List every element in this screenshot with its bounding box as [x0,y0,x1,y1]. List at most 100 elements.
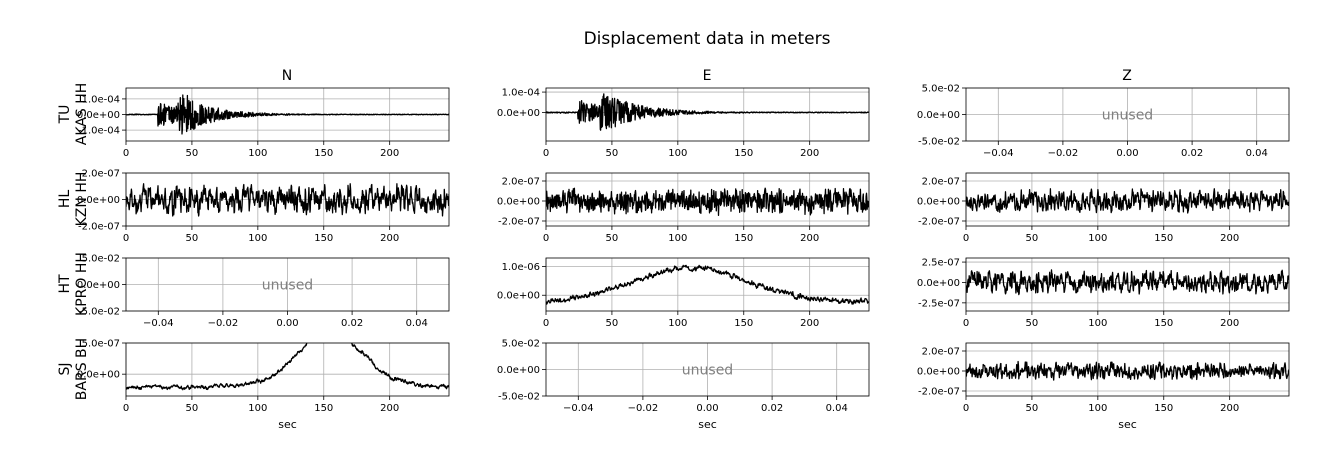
x-tick-label: 150 [734,233,753,244]
row-label-network: TU [57,105,73,125]
y-tick-label: -1.0e-04 [78,126,120,137]
x-tick-label: −0.02 [1048,148,1079,159]
x-tick-label: 0 [123,148,129,159]
y-tick-label: 5.0e-02 [922,84,960,95]
x-tick-label: 50 [606,233,619,244]
x-axis-label: sec [698,418,717,431]
x-tick-label: 0.02 [1181,148,1203,159]
x-tick-label: 200 [380,233,399,244]
row-label-station: AKAS HH [74,83,90,145]
y-tick-label: -2.0e-07 [78,222,120,233]
x-tick-label: 0.00 [1116,148,1138,159]
x-tick-label: 200 [800,233,819,244]
chart-panel-akas-n: 0 50 100 150 200 1.0e-04 0.0e+00 -1.0e-04 [77,87,450,159]
x-tick-label: 100 [1088,233,1107,244]
row-label-station: BARS BH [74,338,90,400]
x-tick-label: 100 [248,403,267,414]
data-trace [126,183,449,217]
data-trace [546,93,869,131]
x-tick-label: 0.04 [406,318,428,329]
y-tick-label: 2.0e-07 [922,347,960,358]
x-tick-label: 0 [963,403,969,414]
y-tick-label: -5.0e-02 [78,307,120,318]
x-tick-label: 200 [800,148,819,159]
x-tick-label: 0 [543,233,549,244]
data-trace [966,188,1289,214]
unused-label: unused [682,363,733,379]
column-title-z: Z [1122,68,1132,84]
y-tick-label: -2.0e-07 [498,217,540,228]
x-tick-label: 200 [800,318,819,329]
chart-panel-kzn-z: 0 50 100 150 200 2.0e-07 0.0e+00 -2.0e-07 [917,172,1290,244]
x-tick-label: 0 [543,318,549,329]
axes-frame [965,342,1290,397]
y-tick-label: -2.5e-07 [918,298,960,309]
x-tick-label: −0.04 [983,148,1014,159]
y-tick-label: 2.0e-07 [502,177,540,188]
chart-panel-bars-e: unused −0.04 −0.02 0.00 0.02 0.04 5.0e-02 0.0e+… [497,339,870,431]
figure-title: Displacement data in meters [584,29,831,49]
x-tick-label: 0.00 [276,318,298,329]
x-tick-label: 150 [734,318,753,329]
x-tick-label: 150 [314,233,333,244]
row-label-network: HT [57,274,73,294]
x-tick-label: 0 [963,233,969,244]
unused-label: unused [262,278,313,294]
axes-frame [545,87,870,142]
y-tick-label: 0.0e+00 [497,197,540,208]
x-tick-label: −0.04 [563,403,594,414]
x-tick-label: 0 [123,233,129,244]
y-tick-label: 1.0e-04 [502,88,540,99]
chart-panel-bars-n: 0 50 100 150 200 5.0e-07 0.0e+00 sec [77,339,450,431]
row-label-network: SJ [57,362,73,375]
x-tick-label: 100 [668,148,687,159]
y-tick-label: 0.0e+00 [77,195,120,206]
axes-frame [545,172,870,227]
chart-panel-kzn-n: 0 50 100 150 200 2.0e-07 0.0e+00 -2.0e-07 [77,169,450,244]
y-tick-label: 0.0e+00 [497,108,540,119]
x-tick-label: 200 [1220,318,1239,329]
row-label-station: KZN HH [74,172,90,227]
x-tick-label: 100 [248,148,267,159]
row-labels: TU AKAS HH HL KZN HH HT KPRO HH SJ BARS … [57,83,90,400]
y-tick-label: -2.0e-07 [918,217,960,228]
x-tick-label: 0.02 [341,318,363,329]
x-tick-label: 50 [186,233,199,244]
y-tick-label: 0.0e+00 [77,370,120,381]
x-tick-label: 150 [734,148,753,159]
x-tick-label: 50 [606,148,619,159]
y-tick-label: 0.0e+00 [917,367,960,378]
x-tick-label: 150 [1154,233,1173,244]
y-tick-label: 5.0e-02 [502,339,540,350]
column-titles: N E Z [282,68,1132,84]
data-trace [546,187,869,216]
x-tick-label: 100 [668,233,687,244]
x-tick-label: 50 [186,403,199,414]
data-trace [126,343,449,391]
x-tick-label: 0.00 [696,403,718,414]
axes-frame [965,257,1290,312]
data-trace [546,264,869,305]
y-tick-label: -5.0e-02 [918,137,960,148]
x-tick-label: 50 [186,148,199,159]
y-tick-label: 0.0e+00 [917,110,960,121]
y-tick-label: 2.5e-07 [922,258,960,269]
data-trace [966,360,1289,381]
x-tick-label: 0.04 [1246,148,1268,159]
x-tick-label: 0.02 [761,403,783,414]
y-tick-label: 5.0e-02 [82,254,120,265]
x-tick-label: 0 [543,148,549,159]
x-tick-label: 150 [1154,403,1173,414]
unused-label: unused [1102,108,1153,124]
y-tick-label: 2.0e-07 [922,177,960,188]
data-trace [126,94,449,135]
chart-panel-bars-z: 0 50 100 150 200 2.0e-07 0.0e+00 -2.0e-07 sec [917,342,1290,431]
y-tick-label: 2.0e-07 [82,169,120,180]
x-axis-label: sec [278,418,297,431]
y-tick-label: 0.0e+00 [917,197,960,208]
x-tick-label: 150 [314,148,333,159]
x-tick-label: 100 [668,318,687,329]
x-axis-label: sec [1118,418,1137,431]
